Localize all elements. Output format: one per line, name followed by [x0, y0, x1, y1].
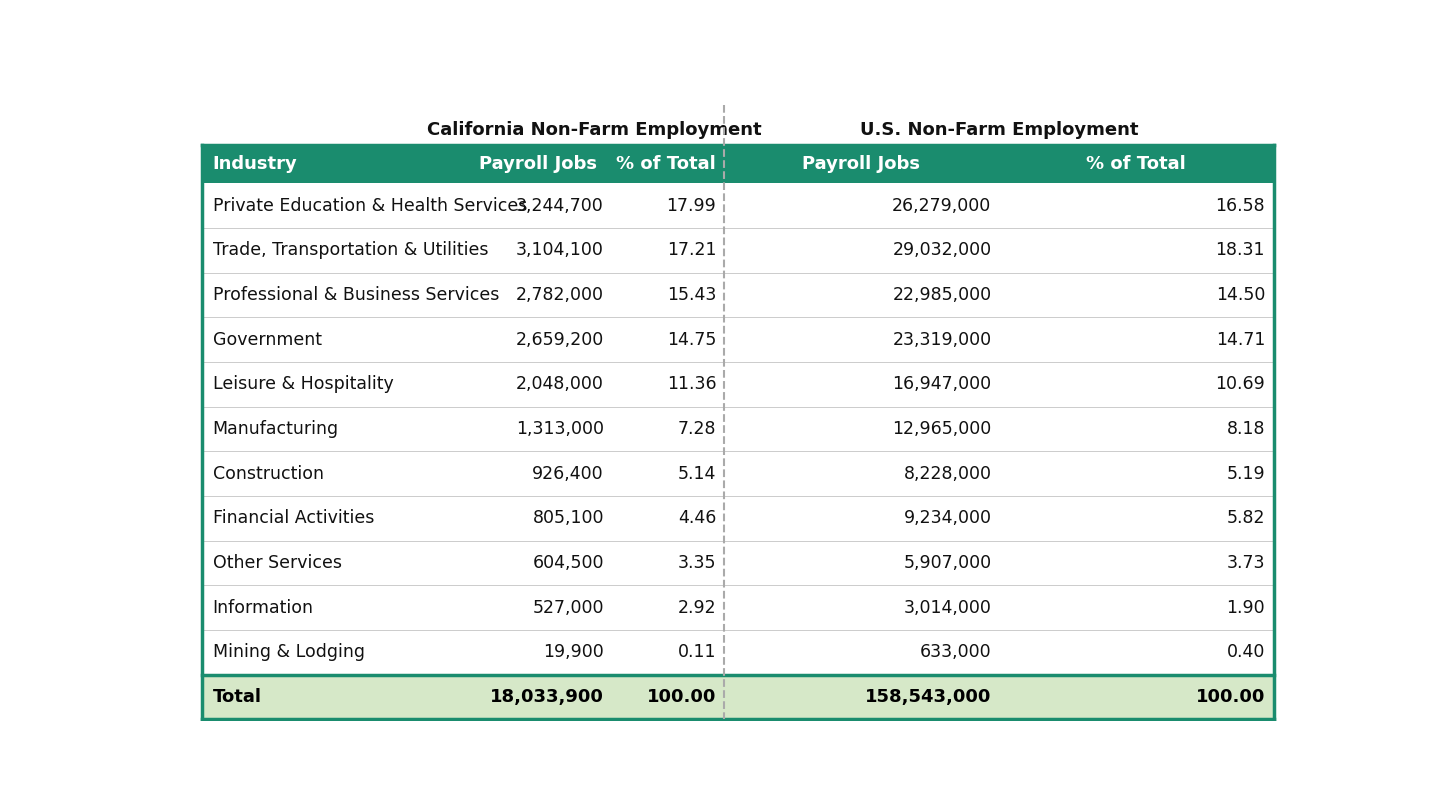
Text: Professional & Business Services: Professional & Business Services	[213, 286, 498, 304]
Text: 15.43: 15.43	[667, 286, 716, 304]
Bar	[202, 228, 1274, 273]
Text: 23,319,000: 23,319,000	[893, 330, 991, 349]
Bar	[202, 496, 1274, 541]
Text: 527,000: 527,000	[533, 599, 603, 616]
Bar	[202, 273, 1274, 318]
Text: 18,033,900: 18,033,900	[490, 688, 603, 706]
Text: 2,659,200: 2,659,200	[516, 330, 603, 349]
Text: 2,048,000: 2,048,000	[516, 375, 603, 394]
Text: 29,032,000: 29,032,000	[893, 241, 991, 259]
Text: Information: Information	[213, 599, 314, 616]
Text: Mining & Lodging: Mining & Lodging	[213, 643, 364, 662]
Text: 22,985,000: 22,985,000	[893, 286, 991, 304]
Text: Trade, Transportation & Utilities: Trade, Transportation & Utilities	[213, 241, 488, 259]
Text: 2,782,000: 2,782,000	[516, 286, 603, 304]
Text: 7.28: 7.28	[678, 420, 716, 438]
Text: Other Services: Other Services	[213, 554, 341, 572]
Text: 16,947,000: 16,947,000	[893, 375, 991, 394]
Text: % of Total: % of Total	[1086, 156, 1185, 173]
Text: Private Education & Health Services: Private Education & Health Services	[213, 197, 527, 215]
Bar	[202, 675, 1274, 719]
Text: 3,104,100: 3,104,100	[516, 241, 603, 259]
Text: Leisure & Hospitality: Leisure & Hospitality	[213, 375, 393, 394]
Bar	[202, 541, 1274, 586]
Text: 18.31: 18.31	[1215, 241, 1264, 259]
Text: 19,900: 19,900	[543, 643, 603, 662]
Text: 633,000: 633,000	[920, 643, 991, 662]
Text: Construction: Construction	[213, 465, 324, 483]
Text: 8,228,000: 8,228,000	[903, 465, 991, 483]
Text: 3,244,700: 3,244,700	[516, 197, 603, 215]
Text: 8.18: 8.18	[1227, 420, 1264, 438]
Text: 5.14: 5.14	[678, 465, 716, 483]
Text: Total: Total	[213, 688, 262, 706]
Text: 11.36: 11.36	[667, 375, 716, 394]
Bar	[202, 318, 1274, 362]
Text: 100.00: 100.00	[1195, 688, 1264, 706]
Bar	[202, 630, 1274, 675]
Text: 0.11: 0.11	[678, 643, 716, 662]
Text: Manufacturing: Manufacturing	[213, 420, 338, 438]
Text: 4.46: 4.46	[678, 509, 716, 527]
Text: 5.19: 5.19	[1227, 465, 1264, 483]
Text: 3,014,000: 3,014,000	[903, 599, 991, 616]
Text: Government: Government	[213, 330, 321, 349]
Text: California Non-Farm Employment: California Non-Farm Employment	[426, 121, 762, 139]
Text: 17.99: 17.99	[667, 197, 716, 215]
Text: 5.82: 5.82	[1227, 509, 1264, 527]
Text: 2.92: 2.92	[678, 599, 716, 616]
Text: 1.90: 1.90	[1227, 599, 1264, 616]
Text: 0.40: 0.40	[1227, 643, 1264, 662]
Bar	[202, 145, 1274, 183]
Bar	[202, 362, 1274, 407]
Bar	[202, 407, 1274, 451]
Text: 3.35: 3.35	[678, 554, 716, 572]
Text: 9,234,000: 9,234,000	[903, 509, 991, 527]
Bar	[202, 451, 1274, 496]
Text: U.S. Non-Farm Employment: U.S. Non-Farm Employment	[860, 121, 1139, 139]
Text: 3.73: 3.73	[1227, 554, 1264, 572]
Text: 158,543,000: 158,543,000	[865, 688, 991, 706]
Text: Industry: Industry	[213, 156, 297, 173]
Text: 10.69: 10.69	[1215, 375, 1264, 394]
Text: 12,965,000: 12,965,000	[893, 420, 991, 438]
Text: 26,279,000: 26,279,000	[893, 197, 991, 215]
Text: 604,500: 604,500	[533, 554, 603, 572]
Text: 14.71: 14.71	[1215, 330, 1264, 349]
Text: 17.21: 17.21	[667, 241, 716, 259]
Text: 14.50: 14.50	[1215, 286, 1264, 304]
Text: 1,313,000: 1,313,000	[516, 420, 603, 438]
Text: Payroll Jobs: Payroll Jobs	[802, 156, 920, 173]
Bar	[202, 586, 1274, 630]
Text: 14.75: 14.75	[667, 330, 716, 349]
Bar	[202, 183, 1274, 228]
Text: 805,100: 805,100	[533, 509, 603, 527]
Text: 926,400: 926,400	[533, 465, 603, 483]
Text: Payroll Jobs: Payroll Jobs	[478, 156, 596, 173]
Text: 5,907,000: 5,907,000	[903, 554, 991, 572]
Text: Financial Activities: Financial Activities	[213, 509, 374, 527]
Text: % of Total: % of Total	[616, 156, 716, 173]
Text: 16.58: 16.58	[1215, 197, 1264, 215]
Text: 100.00: 100.00	[647, 688, 716, 706]
